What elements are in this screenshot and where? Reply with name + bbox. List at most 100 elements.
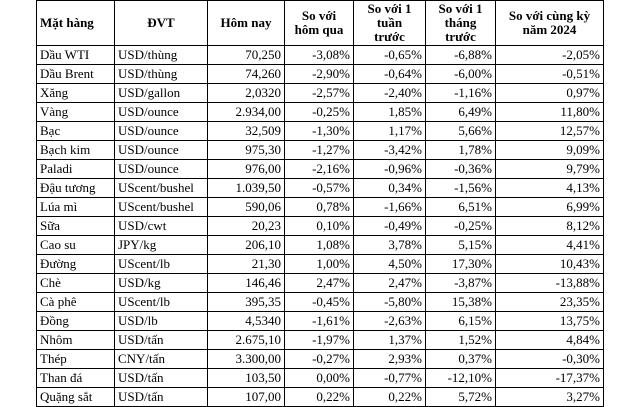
cell-unit: USD/tấn xyxy=(114,368,208,388)
cell-vs-week: 0,34% xyxy=(353,178,426,198)
cell-vs-yesterday: 0,22% xyxy=(284,387,354,407)
table-row: Nhôm USD/tấn 2.675,10 -1,97% 1,37% 1,52% 4,84% xyxy=(36,330,604,350)
cell-today: 74,260 xyxy=(207,64,285,84)
cell-vs-month: 5,72% xyxy=(425,387,496,407)
cell-vs-month: 1,52% xyxy=(425,330,496,350)
cell-vs-month: 6,49% xyxy=(425,102,496,122)
cell-commodity: Quặng sắt xyxy=(36,387,115,407)
header-vs-year: So với cùng kỳ năm 2024 xyxy=(495,0,604,46)
cell-vs-year: -2,05% xyxy=(495,45,604,65)
cell-vs-year: 9,79% xyxy=(495,159,604,179)
cell-unit: UScent/bushel xyxy=(114,197,208,217)
cell-vs-year: 4,84% xyxy=(495,330,604,350)
cell-vs-month: -0,25% xyxy=(425,216,496,236)
cell-commodity: Dầu WTI xyxy=(36,45,115,65)
cell-today: 70,250 xyxy=(207,45,285,65)
table-row: Paladi USD/ounce 976,00 -2,16% -0,96% -0,36% 9… xyxy=(36,159,604,179)
cell-vs-week: -0,65% xyxy=(353,45,426,65)
cell-commodity: Bạch kim xyxy=(36,140,115,160)
cell-vs-month: -1,16% xyxy=(425,83,496,103)
cell-commodity: Nhôm xyxy=(36,330,115,350)
cell-vs-yesterday: 0,00% xyxy=(284,368,354,388)
cell-unit: USD/ounce xyxy=(114,159,208,179)
cell-vs-month: -0,36% xyxy=(425,159,496,179)
cell-vs-yesterday: -1,97% xyxy=(284,330,354,350)
cell-commodity: Cà phê xyxy=(36,292,115,312)
cell-vs-year: 11,80% xyxy=(495,102,604,122)
cell-unit: UScent/lb xyxy=(114,292,208,312)
cell-commodity: Đậu tương xyxy=(36,178,115,198)
header-today: Hôm nay xyxy=(207,0,285,46)
cell-vs-yesterday: -1,61% xyxy=(284,311,354,331)
cell-unit: USD/thùng xyxy=(114,64,208,84)
cell-today: 107,00 xyxy=(207,387,285,407)
cell-vs-month: -6,88% xyxy=(425,45,496,65)
cell-vs-yesterday: -0,57% xyxy=(284,178,354,198)
cell-commodity: Thép xyxy=(36,349,115,369)
cell-vs-year: 9,09% xyxy=(495,140,604,160)
cell-vs-week: -2,63% xyxy=(353,311,426,331)
cell-vs-month: 6,51% xyxy=(425,197,496,217)
header-commodity: Mặt hàng xyxy=(36,0,115,46)
header-vs-week: So với 1 tuần trước xyxy=(353,0,426,46)
cell-vs-week: 4,50% xyxy=(353,254,426,274)
cell-commodity: Dầu Brent xyxy=(36,64,115,84)
cell-vs-yesterday: -3,08% xyxy=(284,45,354,65)
cell-unit: USD/tấn xyxy=(114,330,208,350)
cell-commodity: Xăng xyxy=(36,83,115,103)
cell-vs-week: 2,93% xyxy=(353,349,426,369)
cell-vs-week: -5,80% xyxy=(353,292,426,312)
cell-vs-yesterday: -0,45% xyxy=(284,292,354,312)
cell-today: 206,10 xyxy=(207,235,285,255)
cell-vs-month: -6,00% xyxy=(425,64,496,84)
cell-vs-year: 8,12% xyxy=(495,216,604,236)
cell-commodity: Vàng xyxy=(36,102,115,122)
cell-today: 2.934,00 xyxy=(207,102,285,122)
cell-unit: USD/lb xyxy=(114,311,208,331)
table-body: Dầu WTI USD/thùng 70,250 -3,08% -0,65% -6,88%… xyxy=(36,45,604,407)
cell-unit: JPY/kg xyxy=(114,235,208,255)
cell-vs-month: 17,30% xyxy=(425,254,496,274)
cell-vs-year: 10,43% xyxy=(495,254,604,274)
cell-vs-year: -0,30% xyxy=(495,349,604,369)
cell-unit: UScent/lb xyxy=(114,254,208,274)
cell-vs-year: 3,27% xyxy=(495,387,604,407)
cell-today: 21,30 xyxy=(207,254,285,274)
header-vs-month: So với 1 tháng trước xyxy=(425,0,496,46)
cell-today: 20,23 xyxy=(207,216,285,236)
cell-today: 395,35 xyxy=(207,292,285,312)
cell-vs-year: 13,75% xyxy=(495,311,604,331)
cell-vs-year: 0,97% xyxy=(495,83,604,103)
cell-vs-yesterday: 2,47% xyxy=(284,273,354,293)
cell-vs-week: -3,42% xyxy=(353,140,426,160)
cell-vs-week: 0,22% xyxy=(353,387,426,407)
table-row: Đậu tương UScent/bushel 1.039,50 -0,57% 0,34… xyxy=(36,178,604,198)
cell-commodity: Sữa xyxy=(36,216,115,236)
cell-vs-week: -0,49% xyxy=(353,216,426,236)
cell-vs-month: 5,15% xyxy=(425,235,496,255)
cell-vs-week: -0,96% xyxy=(353,159,426,179)
cell-vs-year: 6,99% xyxy=(495,197,604,217)
cell-today: 1.039,50 xyxy=(207,178,285,198)
cell-today: 103,50 xyxy=(207,368,285,388)
cell-vs-yesterday: -0,27% xyxy=(284,349,354,369)
cell-unit: USD/tấn xyxy=(114,387,208,407)
cell-vs-week: 1,85% xyxy=(353,102,426,122)
commodity-price-table: Mặt hàng ĐVT Hôm nay So với hôm qua So v… xyxy=(36,0,604,407)
cell-commodity: Lúa mì xyxy=(36,197,115,217)
cell-vs-yesterday: 1,08% xyxy=(284,235,354,255)
cell-vs-week: 1,37% xyxy=(353,330,426,350)
commodity-table-container: Mặt hàng ĐVT Hôm nay So với hôm qua So v… xyxy=(36,0,604,407)
cell-today: 146,46 xyxy=(207,273,285,293)
cell-vs-month: 6,15% xyxy=(425,311,496,331)
cell-vs-year: -17,37% xyxy=(495,368,604,388)
cell-vs-year: -0,51% xyxy=(495,64,604,84)
cell-vs-month: -3,87% xyxy=(425,273,496,293)
cell-vs-yesterday: -2,16% xyxy=(284,159,354,179)
cell-today: 975,30 xyxy=(207,140,285,160)
table-row: Đồng USD/lb 4,5340 -1,61% -2,63% 6,15% 13,75% xyxy=(36,311,604,331)
table-row: Bạch kim USD/ounce 975,30 -1,27% -3,42% 1,78%… xyxy=(36,140,604,160)
table-header-row: Mặt hàng ĐVT Hôm nay So với hôm qua So v… xyxy=(36,0,604,46)
cell-today: 4,5340 xyxy=(207,311,285,331)
table-row: Bạc USD/ounce 32,509 -1,30% 1,17% 5,66% 12,57% xyxy=(36,121,604,141)
